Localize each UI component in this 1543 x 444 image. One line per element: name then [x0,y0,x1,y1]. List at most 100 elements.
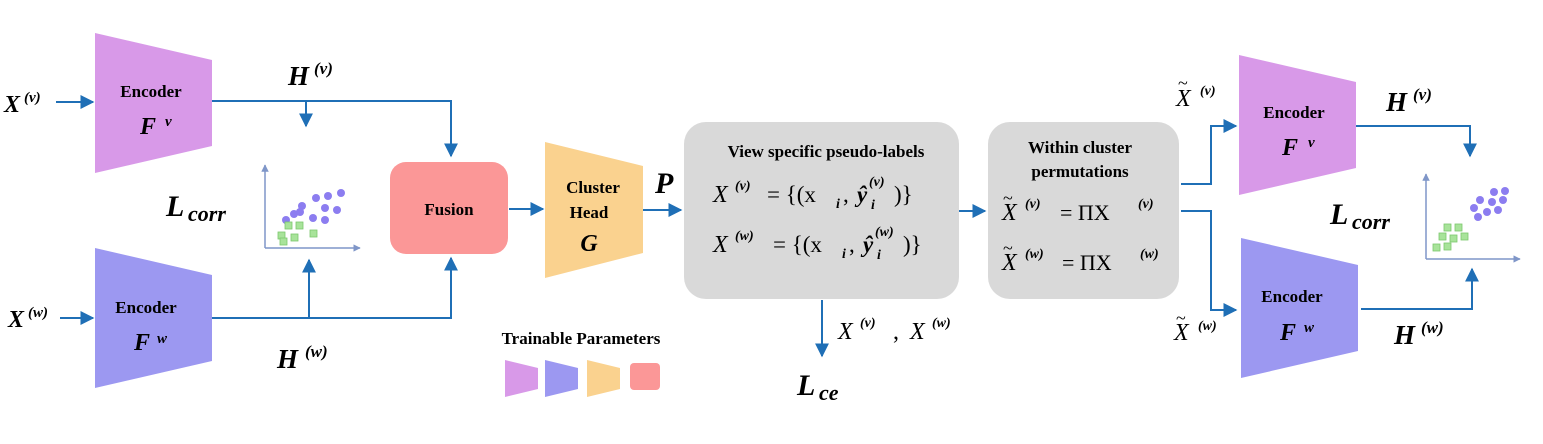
encoder-v-right-shape [1239,55,1356,195]
pseudo-box-shape [684,122,959,299]
encoder-v-right-title: Encoder [1263,103,1325,122]
legend-title: Trainable Parameters [502,329,661,348]
encoder-w-right-symbol: F [1279,320,1296,346]
right-input-v-tilde: ~ [1178,73,1188,93]
perm-eq-v-tilde: ~ [1003,188,1013,208]
cluster-head: Cluster Head G [545,142,643,278]
encoder-w-symbol: F [133,330,150,356]
pseudo-eq-w-rhs: = {(x [773,232,822,257]
right-connectors [1181,119,1479,317]
loss-corr-right-sub: corr [1352,209,1390,234]
encoder-v-right-sup: v [1308,135,1315,151]
h-w-left-label: H [276,344,299,374]
pseudo-eq-w-sup: (w) [735,229,754,244]
p-label: P [654,167,674,200]
pseudo-eq-w-ysup: (w) [875,225,894,240]
pseudo-set-w-sup: (w) [932,316,951,331]
pseudo-eq-w-lhs: X [712,232,729,258]
pseudo-eq-w-comma: , [849,232,855,257]
h-v-left: H (v) [287,59,333,91]
pseudo-label-box: View specific pseudo-labels X (v) = {(x … [684,122,959,299]
left-connectors [212,100,683,319]
h-v-left-sup: (v) [314,59,333,78]
right-input-w-sup: (w) [1198,319,1217,334]
scatter-left-squares [277,221,318,246]
pseudo-eq-v-ysup: (v) [869,175,885,190]
pseudo-eq-v-lhs: X [712,182,729,208]
encoder-w-left: Encoder F w [95,248,212,388]
cluster-head-line1: Cluster [566,178,620,197]
encoder-v-left: Encoder F v [95,33,212,173]
perm-eq-v-rsup: (v) [1138,197,1154,212]
loss-corr-right-symbol: L [1329,198,1348,231]
right-input-w: X ~ (w) [1173,308,1217,346]
h-w-left-sup: (w) [305,342,328,361]
fusion-block: Fusion [390,162,508,254]
loss-corr-left-sub: corr [188,201,226,226]
legend-swatch-cluster-head [587,360,620,397]
encoder-v-shape [95,33,212,173]
input-x-v-label: X [3,92,21,118]
input-x-w-sup: (w) [28,305,48,321]
legend-swatch-encoder-v [505,360,538,397]
loss-ce-symbol: L [796,369,815,402]
loss-corr-left: L corr [165,190,226,226]
scatter-right-dots [1470,187,1509,221]
perm-eq-w-rsup: (w) [1140,247,1159,262]
encoder-w-sup: w [157,331,168,347]
input-x-w-label: X [7,307,25,333]
pseudo-eq-v-yi: i [871,198,875,213]
right-input-v: X ~ (v) [1175,73,1216,112]
pseudo-eq-v-yhat: ŷ [854,182,868,207]
scatter-right-squares [1432,223,1469,252]
perm-box-shape [988,122,1179,299]
right-input-w-tilde: ~ [1176,308,1186,328]
fusion-label: Fusion [424,200,474,219]
perm-title-line2: permutations [1031,162,1129,181]
encoder-v-right-symbol: F [1281,135,1298,161]
loss-corr-right: L corr [1329,198,1390,234]
h-v-right-sup: (v) [1413,85,1432,104]
h-v-left-label: H [287,61,310,91]
loss-corr-left-symbol: L [165,190,184,223]
pseudo-eq-v-close: )} [894,182,913,207]
cluster-head-line2: Head [570,203,609,222]
perm-eq-w-lhs: X [1001,250,1018,276]
encoder-v-symbol: F [139,114,156,140]
pseudo-eq-v-comma: , [843,182,849,207]
h-v-right: H (v) [1385,85,1432,117]
input-x-v-sup: (v) [24,90,41,106]
loss-ce: L ce [796,369,839,405]
right-input-v-label: X [1175,86,1192,112]
pseudo-eq-w-yi: i [877,248,881,263]
perm-eq-w-sup: (w) [1025,247,1044,262]
pseudo-set-w: X [909,319,926,345]
permutation-box: Within cluster permutations X ~ (v) = ΠX… [988,122,1179,299]
encoder-w-right: Encoder F w [1241,238,1358,378]
scatter-left-dots [282,189,345,224]
pseudo-eq-w-i: i [842,247,846,262]
pseudo-eq-v-sup: (v) [735,179,751,194]
input-x-v: X (v) [3,90,41,118]
encoder-v-title: Encoder [120,82,182,101]
right-input-w-label: X [1173,320,1190,346]
perm-eq-w-rhs: = ΠX [1062,250,1112,275]
pseudo-box-title: View specific pseudo-labels [728,142,925,161]
h-v-right-label: H [1385,87,1408,117]
encoder-w-right-sup: w [1304,320,1315,336]
encoder-v-right: Encoder F v [1239,55,1356,195]
legend-trainable: Trainable Parameters [502,329,661,397]
perm-eq-v-rhs: = ΠX [1060,200,1110,225]
cluster-head-symbol: G [580,231,598,257]
perm-title-line1: Within cluster [1028,138,1133,157]
encoder-w-shape [95,248,212,388]
pseudo-set-v: X [837,319,854,345]
pseudo-set-sep: , [893,319,899,345]
pseudo-sets-label: X (v) , X (w) [837,316,951,345]
perm-eq-v-sup: (v) [1025,197,1041,212]
pseudo-eq-v-rhs: = {(x [767,182,816,207]
perm-eq-w-tilde: ~ [1003,238,1013,258]
perm-eq-v-lhs: X [1001,200,1018,226]
h-w-right-sup: (w) [1421,318,1444,337]
legend-swatch-encoder-w [545,360,578,397]
